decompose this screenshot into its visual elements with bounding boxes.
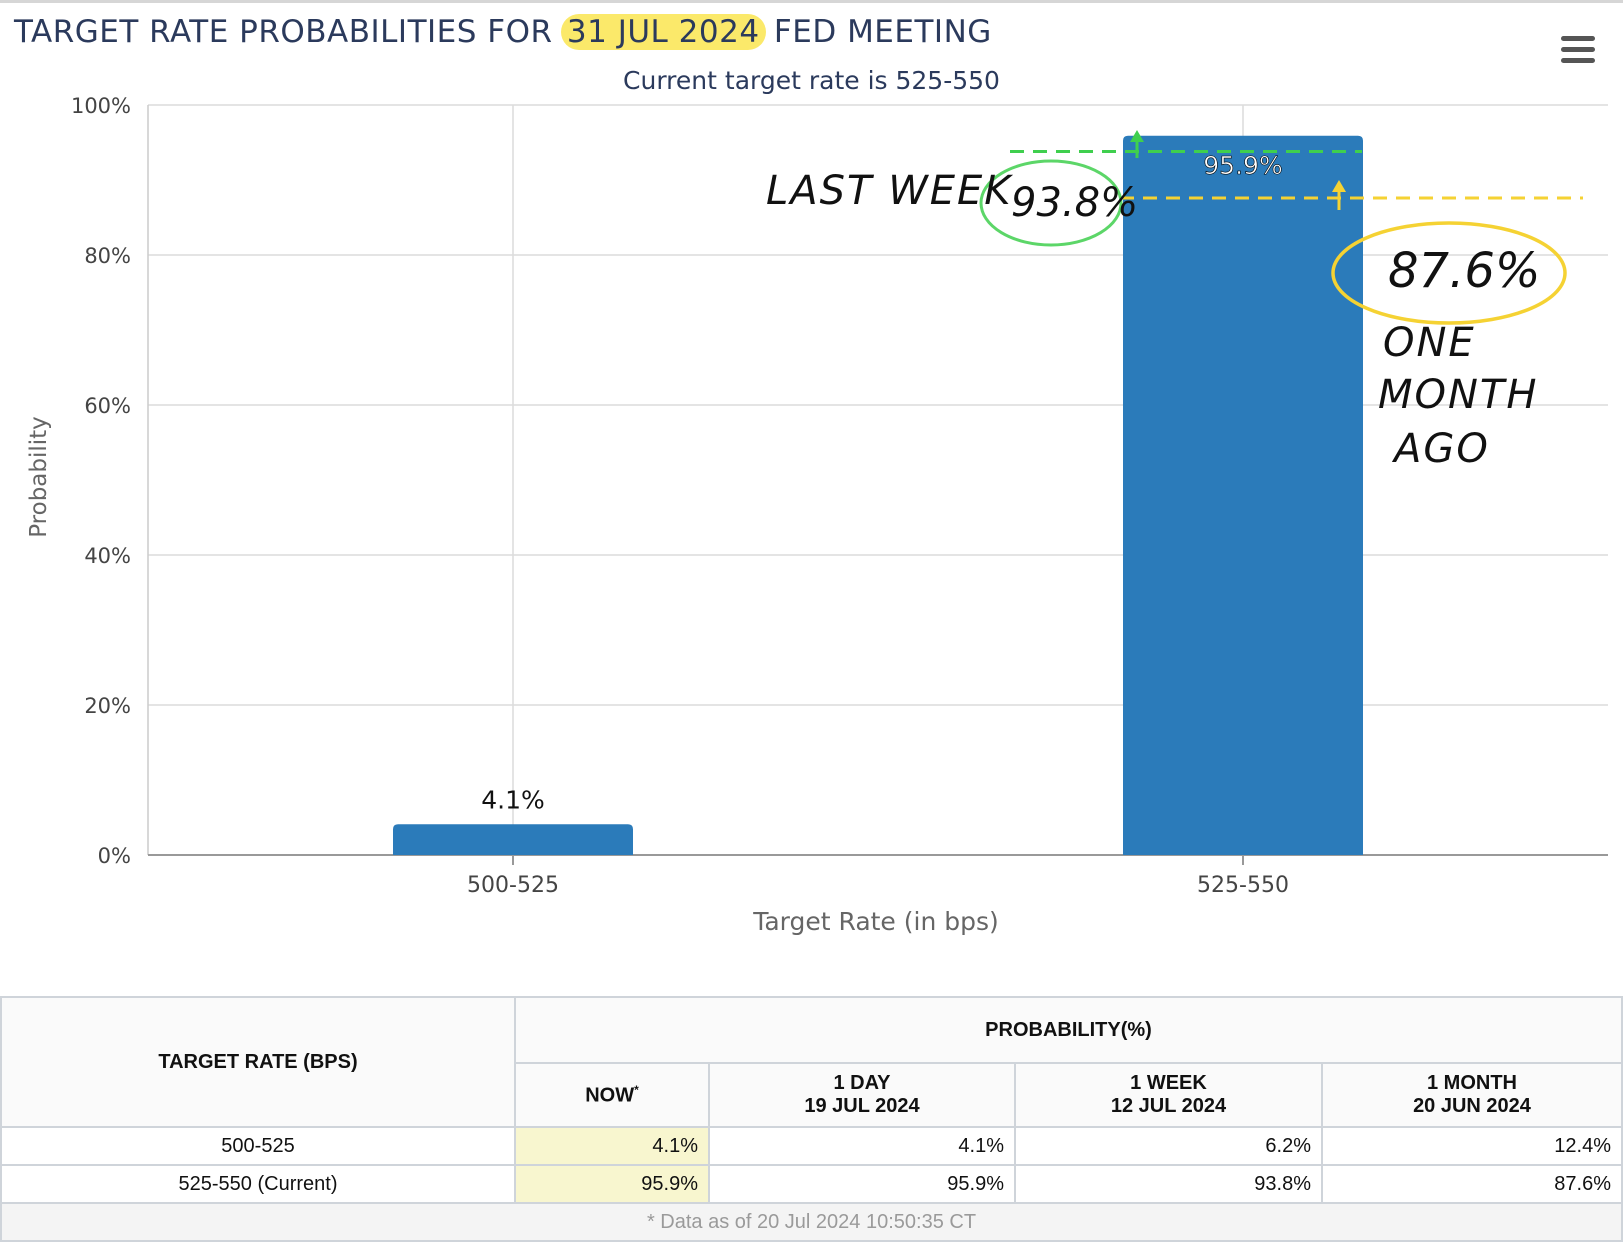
probability-table-container: TARGET RATE (BPS) PROBABILITY(%) NOW* 1 … (0, 996, 1623, 1242)
column-now: NOW* (514, 1062, 710, 1128)
table-row: 525-550 (Current) 95.9% 95.9% 93.8% 87.6… (0, 1164, 1623, 1204)
x-tick-label: 500-525 (467, 873, 559, 898)
column-1-week-label: 1 WEEK (1130, 1072, 1207, 1094)
row-value-1-week: 93.8% (1014, 1164, 1323, 1204)
y-tick-label: 100% (71, 94, 131, 118)
column-1-month-date: 20 JUN 2024 (1413, 1095, 1531, 1117)
menu-bar (1561, 58, 1595, 63)
one-month-label-1: ONE (1383, 320, 1476, 366)
data-footnote: * Data as of 20 Jul 2024 10:50:35 CT (0, 1202, 1623, 1242)
column-now-marker: * (634, 1082, 639, 1097)
chart-subtitle: Current target rate is 525-550 (623, 66, 1000, 95)
bar[interactable] (393, 824, 633, 855)
column-1-day-label: 1 DAY (833, 1072, 891, 1094)
one-month-value: 87.6% (1388, 243, 1540, 299)
column-1-month-label: 1 MONTH (1427, 1072, 1517, 1094)
target-rate-header: TARGET RATE (BPS) (0, 996, 516, 1128)
column-1-month: 1 MONTH 20 JUN 2024 (1321, 1062, 1623, 1128)
probability-bar-chart: 0% 20% 40% 60% 80% 100% 4.1% 95.9% 500-525 525-… (26, 94, 1608, 936)
title-prefix: TARGET RATE PROBABILITIES FOR (14, 14, 553, 50)
x-axis-ticks: 500-525 525-550 (467, 855, 1289, 898)
row-value-now: 95.9% (514, 1164, 710, 1204)
title-date-highlight: 31 JUL 2024 (560, 14, 766, 50)
title-suffix: FED MEETING (773, 14, 992, 50)
column-now-label: NOW (585, 1084, 635, 1107)
menu-bar (1561, 47, 1595, 52)
column-1-week-date: 12 JUL 2024 (1110, 1095, 1227, 1117)
annotations: LAST WEEK 93.8% 87.6% ONE MONTH AGO (766, 130, 1583, 472)
y-axis-label: Probability (26, 416, 52, 538)
bar[interactable] (1123, 135, 1363, 855)
probability-header: PROBABILITY(%) (514, 996, 1623, 1064)
data-label: 4.1% (481, 785, 545, 814)
y-tick-label: 40% (84, 544, 131, 568)
y-tick-label: 20% (84, 694, 131, 718)
top-border (0, 0, 1623, 3)
grid-lines (147, 104, 1608, 856)
column-1-week: 1 WEEK 12 JUL 2024 (1014, 1062, 1323, 1128)
row-value-1-month: 87.6% (1321, 1164, 1623, 1204)
row-value-1-day: 95.9% (708, 1164, 1016, 1204)
x-tick-label: 525-550 (1197, 873, 1289, 898)
y-tick-label: 80% (84, 244, 131, 268)
row-rate: 500-525 (0, 1126, 516, 1166)
row-value-1-day: 4.1% (708, 1126, 1016, 1166)
yellow-up-arrow (1332, 180, 1346, 210)
y-axis-ticks: 0% 20% 40% 60% 80% 100% (71, 94, 131, 868)
column-1-day: 1 DAY 19 JUL 2024 (708, 1062, 1016, 1128)
x-axis-label: Target Rate (in bps) (752, 907, 999, 936)
data-label: 95.9% (1203, 151, 1282, 180)
row-value-now: 4.1% (514, 1126, 710, 1166)
y-tick-label: 60% (84, 394, 131, 418)
last-week-value: 93.8% (1011, 180, 1138, 226)
probability-table: TARGET RATE (BPS) PROBABILITY(%) NOW* 1 … (0, 996, 1623, 1242)
one-month-label-3: AGO (1391, 426, 1490, 472)
row-value-1-week: 6.2% (1014, 1126, 1323, 1166)
chart-title: TARGET RATE PROBABILITIES FOR 31 JUL 202… (14, 14, 992, 50)
hamburger-menu-icon[interactable] (1561, 36, 1595, 64)
row-rate: 525-550 (Current) (0, 1164, 516, 1204)
one-month-label-2: MONTH (1378, 372, 1538, 418)
row-value-1-month: 12.4% (1321, 1126, 1623, 1166)
table-row: 500-525 4.1% 4.1% 6.2% 12.4% (0, 1126, 1623, 1166)
menu-bar (1561, 36, 1595, 41)
one-month-circle (1331, 221, 1567, 325)
last-week-circle (979, 159, 1123, 247)
y-tick-label: 0% (98, 844, 131, 868)
bars: 4.1% 95.9% (393, 135, 1363, 855)
last-week-label: LAST WEEK (766, 168, 1013, 214)
green-up-arrow (1130, 130, 1144, 158)
column-1-day-date: 19 JUL 2024 (804, 1095, 920, 1117)
